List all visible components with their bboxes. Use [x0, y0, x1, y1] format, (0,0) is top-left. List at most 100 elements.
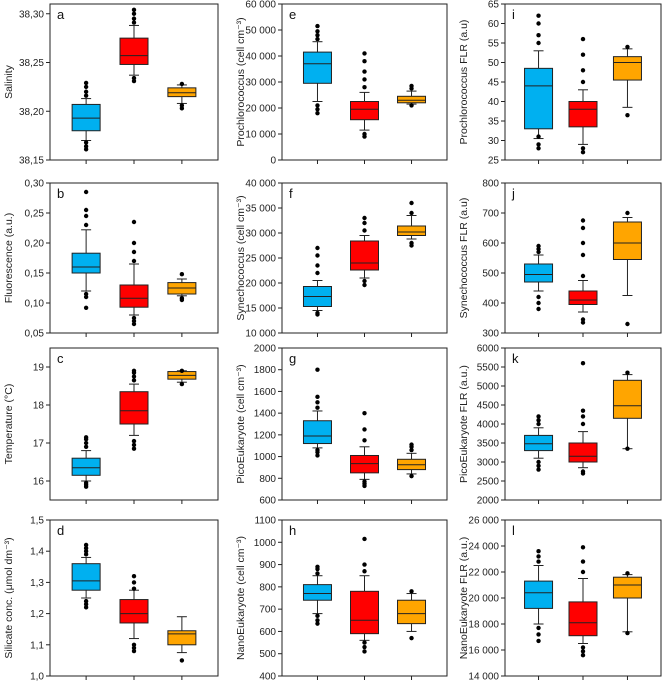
- outlier-point: [83, 144, 89, 149]
- outlier-point: [409, 200, 414, 206]
- y-tick-label: 900: [259, 560, 276, 571]
- iqr-box: [302, 51, 332, 84]
- outlier-point: [536, 134, 541, 139]
- outlier-point: [362, 77, 367, 82]
- panel-letter: k: [512, 351, 519, 366]
- panel-i: 25 30 35 40 45 50 55 60 65 Prochlorococcus FLR (a…: [458, 0, 662, 167]
- iqr-box: [524, 580, 554, 609]
- outlier-point: [625, 321, 630, 327]
- y-tick-label: 1,0: [30, 672, 44, 683]
- y-axis-label: Prochlorococcus (cell cm⁻³): [235, 17, 247, 146]
- box-red: [568, 545, 598, 658]
- panel-letter: f: [289, 186, 293, 201]
- panel-letter: d: [57, 523, 64, 538]
- iqr-box: [119, 284, 149, 308]
- y-tick-label: 3000: [477, 458, 500, 469]
- outlier-point: [625, 630, 630, 636]
- outlier-point: [362, 569, 367, 574]
- iqr-box: [350, 101, 379, 121]
- panel-letter: l: [512, 523, 515, 538]
- box-red: [119, 219, 149, 327]
- outlier-point: [580, 408, 586, 413]
- outlier-point: [362, 536, 367, 542]
- outlier-point: [625, 446, 630, 451]
- outlier-point: [83, 80, 89, 86]
- y-tick-label: 19: [33, 363, 45, 374]
- iqr-box: [568, 442, 598, 463]
- box-orange: [612, 370, 642, 451]
- y-tick-label: 20 000: [245, 279, 276, 290]
- panel-letter: i: [512, 7, 515, 22]
- outlier-point: [315, 394, 320, 400]
- box-orange: [397, 83, 427, 108]
- outlier-point: [580, 545, 586, 550]
- outlier-point: [315, 253, 320, 258]
- iqr-box: [302, 584, 332, 601]
- iqr-box: [612, 576, 642, 599]
- outlier-point: [131, 446, 137, 451]
- outlier-point: [536, 467, 541, 472]
- y-tick-label: 5000: [477, 382, 500, 393]
- y-tick-label: 25: [488, 156, 500, 167]
- y-tick-label: 0,20: [25, 239, 45, 250]
- iqr-box: [524, 263, 554, 283]
- y-tick-label: 30 000: [245, 229, 276, 240]
- panel-j: 300 400 500 600 700 800 Synechococcus FLR (a.u…: [458, 179, 662, 340]
- iqr-box: [612, 56, 642, 81]
- outlier-point: [131, 240, 137, 246]
- y-axis-label: PicoEukaryote (cell cm⁻³): [235, 364, 247, 483]
- outlier-point: [179, 272, 185, 277]
- iqr-box: [524, 434, 554, 452]
- box-blue: [71, 80, 101, 152]
- y-tick-label: 16 000: [468, 646, 499, 657]
- outlier-point: [536, 40, 541, 46]
- iqr-box: [167, 630, 197, 646]
- outlier-point: [315, 613, 320, 619]
- box-red: [350, 536, 379, 654]
- y-tick-label: 18 000: [468, 620, 499, 631]
- y-tick-label: 26 000: [468, 516, 499, 527]
- y-tick-label: 20 000: [468, 594, 499, 605]
- box-orange: [612, 210, 642, 327]
- box-orange: [167, 272, 197, 303]
- y-tick-label: 17: [33, 439, 45, 450]
- outlier-point: [83, 291, 89, 297]
- outlier-point: [131, 586, 137, 591]
- outlier-point: [580, 225, 586, 231]
- outlier-point: [536, 625, 541, 631]
- box-orange: [397, 589, 427, 641]
- outlier-point: [179, 658, 185, 663]
- outlier-point: [536, 554, 541, 559]
- outlier-point: [580, 559, 586, 564]
- outlier-point: [83, 549, 89, 554]
- y-tick-label: 4500: [477, 401, 500, 412]
- y-tick-label: 1,2: [30, 609, 44, 620]
- outlier-point: [83, 435, 89, 440]
- y-tick-label: 40 000: [245, 179, 276, 190]
- outlier-point: [131, 258, 137, 264]
- outlier-point: [131, 219, 137, 225]
- outlier-point: [409, 103, 414, 108]
- outlier-point: [536, 414, 541, 419]
- outlier-point: [580, 649, 586, 654]
- y-tick-label: 65: [488, 0, 500, 11]
- outlier-point: [536, 300, 541, 306]
- outlier-point: [580, 252, 586, 258]
- box-orange: [612, 571, 642, 636]
- box-orange: [167, 81, 197, 111]
- box-orange: [612, 44, 642, 118]
- outlier-point: [179, 81, 185, 87]
- box-blue: [302, 23, 332, 116]
- outlier-point: [536, 306, 541, 312]
- iqr-box: [612, 221, 642, 260]
- outlier-point: [315, 400, 320, 405]
- y-tick-label: 600: [259, 496, 276, 507]
- y-tick-label: 700: [482, 209, 499, 220]
- panel-a: 38,15 38,20 38,25 38,30 Salinity a: [3, 3, 219, 167]
- box-red: [350, 410, 379, 489]
- y-axis-label: Temperature (°C): [3, 384, 15, 465]
- box-blue: [71, 542, 101, 610]
- panel-f: 10 000 15 000 20 000 25 000 30 000 35 000 40 0…: [235, 179, 448, 340]
- y-tick-label: 40 000: [245, 52, 276, 63]
